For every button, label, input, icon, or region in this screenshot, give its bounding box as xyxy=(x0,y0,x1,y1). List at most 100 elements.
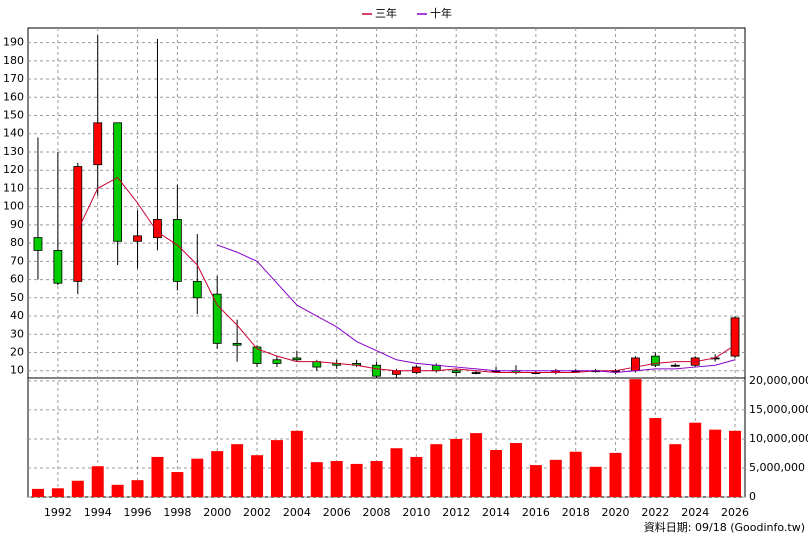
y-tick-label: 190 xyxy=(3,36,24,49)
y-tick-label: 90 xyxy=(10,218,24,231)
candle-body xyxy=(312,361,322,368)
y-tick-label: 180 xyxy=(3,54,24,67)
volume-bar xyxy=(151,456,164,497)
y-tick-label: 120 xyxy=(3,163,24,176)
y-tick-label: 140 xyxy=(3,127,24,140)
y-tick-label: 40 xyxy=(10,309,24,322)
ma-line xyxy=(77,176,736,374)
candle-body xyxy=(431,364,441,372)
y-tick-label: 160 xyxy=(3,90,24,103)
ma-line xyxy=(217,244,736,374)
volume-bar xyxy=(330,461,343,497)
x-tick-label: 2010 xyxy=(402,506,430,519)
candle-body xyxy=(192,280,202,299)
candle-body xyxy=(73,166,83,282)
y-tick-label: 150 xyxy=(3,109,24,122)
y-tick-label: 50 xyxy=(10,291,24,304)
candle-body xyxy=(252,346,262,364)
candle-body xyxy=(372,364,381,377)
candle-body xyxy=(451,370,461,373)
volume-panel xyxy=(27,377,746,498)
x-tick-label: 2002 xyxy=(243,506,271,519)
volume-bar xyxy=(111,484,124,497)
x-tick-label: 1998 xyxy=(163,506,191,519)
x-tick-label: 1996 xyxy=(124,506,152,519)
volume-bar xyxy=(251,455,264,497)
candle-body xyxy=(133,235,142,242)
volume-bar xyxy=(270,440,283,497)
candle-body xyxy=(730,317,740,357)
y-tick-label: 170 xyxy=(3,72,24,85)
x-tick-label: 2008 xyxy=(363,506,391,519)
x-tick-label: 2012 xyxy=(442,506,470,519)
volume-bar xyxy=(689,422,702,497)
x-tick-label: 2006 xyxy=(323,506,351,519)
candle-body xyxy=(232,342,242,346)
volume-bar xyxy=(649,418,662,497)
x-tick-label: 2004 xyxy=(283,506,311,519)
volume-bar xyxy=(729,430,742,497)
x-tick-label: 2018 xyxy=(562,506,590,519)
y2-tick-label: 10,000,000 xyxy=(749,432,808,445)
volume-bar xyxy=(529,465,542,497)
y-tick-label: 60 xyxy=(10,273,24,286)
x-tick-label: 2026 xyxy=(721,506,749,519)
volume-bar xyxy=(490,449,503,497)
volume-bar xyxy=(211,451,224,497)
volume-bar xyxy=(31,488,44,497)
candle-body xyxy=(113,122,123,242)
y-tick-label: 110 xyxy=(3,181,24,194)
volume-bar xyxy=(549,459,562,497)
volume-bar xyxy=(709,429,722,497)
volume-bar xyxy=(131,480,144,497)
volume-bar xyxy=(589,466,602,497)
candle-body xyxy=(172,219,182,282)
y2-tick-label: 5,000,000 xyxy=(749,461,805,474)
candle-body xyxy=(33,237,43,251)
volume-bar xyxy=(509,443,522,497)
candle-body xyxy=(650,355,660,366)
volume-bar xyxy=(450,438,463,497)
volume-bar xyxy=(350,463,363,497)
candle-body xyxy=(212,293,222,344)
y-tick-label: 70 xyxy=(10,254,24,267)
x-tick-label: 2022 xyxy=(641,506,669,519)
x-tick-label: 2020 xyxy=(602,506,630,519)
x-tick-label: 1994 xyxy=(84,506,112,519)
x-tick-label: 1992 xyxy=(44,506,72,519)
candle-body xyxy=(392,370,401,375)
y-tick-label: 10 xyxy=(10,364,24,377)
candle-body xyxy=(471,372,481,374)
candle-body xyxy=(53,249,63,284)
y-tick-label: 130 xyxy=(3,145,24,158)
volume-bar xyxy=(171,472,184,497)
candle-body xyxy=(631,357,640,372)
volume-bar xyxy=(609,452,622,497)
candle-body xyxy=(272,359,282,364)
volume-bar xyxy=(290,430,303,497)
volume-bar xyxy=(51,488,64,497)
candle-body xyxy=(411,366,421,373)
y-tick-label: 80 xyxy=(10,236,24,249)
price-panel xyxy=(27,27,746,379)
volume-bar xyxy=(629,379,642,497)
x-tick-label: 2014 xyxy=(482,506,510,519)
x-tick-label: 2016 xyxy=(522,506,550,519)
legend-label: 十年 xyxy=(430,6,452,20)
y-tick-label: 20 xyxy=(10,345,24,358)
y2-tick-label: 0 xyxy=(749,490,756,503)
candle-body xyxy=(670,364,680,367)
volume-bar xyxy=(390,448,403,497)
volume-bar xyxy=(370,461,383,497)
candle-body xyxy=(153,219,162,239)
x-tick-label: 2024 xyxy=(681,506,709,519)
volume-bar xyxy=(191,458,204,497)
volume-bar xyxy=(470,433,483,497)
candle-body xyxy=(93,122,103,166)
volume-bar xyxy=(669,444,682,497)
source-note: 資料日期: 09/18 (Goodinfo.tw) xyxy=(644,520,805,534)
legend-label: 三年 xyxy=(375,6,397,20)
candle-body xyxy=(292,357,302,361)
volume-bar xyxy=(569,451,582,497)
